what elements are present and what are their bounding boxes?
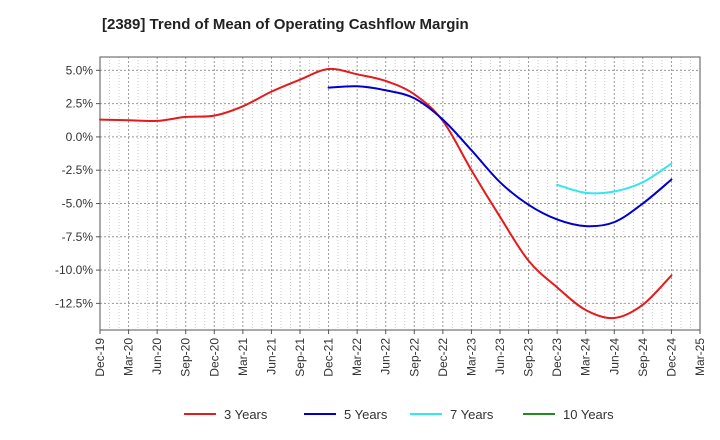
x-tick-label: Sep-24 bbox=[636, 338, 650, 377]
y-tick-label: 2.5% bbox=[66, 97, 94, 111]
x-axis: Dec-19 Mar-20 Jun-20 Sep-20 Dec-20 Mar-21 Jun-… bbox=[93, 330, 707, 377]
x-tick-label: Mar-23 bbox=[464, 338, 478, 376]
x-tick-label: Mar-25 bbox=[693, 338, 707, 376]
y-tick-label: -5.0% bbox=[62, 196, 94, 210]
series-lines bbox=[99, 67, 673, 320]
x-tick-label: Mar-20 bbox=[122, 338, 136, 376]
x-tick-label: Sep-21 bbox=[293, 338, 307, 377]
series-line-3-years bbox=[99, 67, 673, 320]
x-tick-label: Mar-21 bbox=[236, 338, 250, 376]
x-tick-label: Dec-23 bbox=[550, 338, 564, 377]
legend: 3 Years 5 Years 7 Years 10 Years bbox=[184, 407, 614, 422]
x-tick-label: Sep-23 bbox=[522, 338, 536, 377]
y-tick-label: -2.5% bbox=[62, 163, 94, 177]
legend-label-7-years: 7 Years bbox=[450, 407, 494, 422]
y-tick-label: -12.5% bbox=[55, 296, 93, 310]
y-tick-label: 5.0% bbox=[66, 63, 94, 77]
plot-background bbox=[100, 57, 700, 330]
legend-label-10-years: 10 Years bbox=[563, 407, 614, 422]
x-tick-label: Dec-24 bbox=[664, 338, 678, 377]
x-tick-label: Sep-22 bbox=[407, 338, 421, 377]
legend-label-5-years: 5 Years bbox=[344, 407, 388, 422]
x-tick-label: Dec-21 bbox=[322, 338, 336, 377]
x-tick-label: Sep-20 bbox=[179, 338, 193, 377]
chart-title: [2389] Trend of Mean of Operating Cashfl… bbox=[102, 16, 469, 33]
x-tick-label: Jun-23 bbox=[493, 338, 507, 375]
y-tick-label: -7.5% bbox=[62, 230, 94, 244]
x-tick-label: Dec-22 bbox=[436, 338, 450, 377]
x-tick-label: Jun-21 bbox=[264, 338, 278, 375]
legend-label-3-years: 3 Years bbox=[224, 407, 268, 422]
y-tick-label: 0.0% bbox=[66, 130, 94, 144]
x-tick-label: Mar-24 bbox=[579, 338, 593, 376]
x-tick-label: Mar-22 bbox=[350, 338, 364, 376]
x-tick-label: Dec-19 bbox=[93, 338, 107, 377]
x-tick-label: Jun-20 bbox=[150, 338, 164, 375]
y-axis: 5.0% 2.5% 0.0% -2.5% -5.0% -7.5% -10.0% -12.5% bbox=[55, 63, 100, 310]
x-tick-label: Jun-22 bbox=[379, 338, 393, 375]
x-tick-label: Dec-20 bbox=[207, 338, 221, 377]
plot-frame bbox=[99, 56, 701, 331]
series-line-5-years bbox=[327, 85, 673, 228]
series-line-7-years bbox=[556, 162, 673, 195]
x-tick-label: Jun-24 bbox=[607, 338, 621, 375]
y-tick-label: -10.0% bbox=[55, 263, 93, 277]
